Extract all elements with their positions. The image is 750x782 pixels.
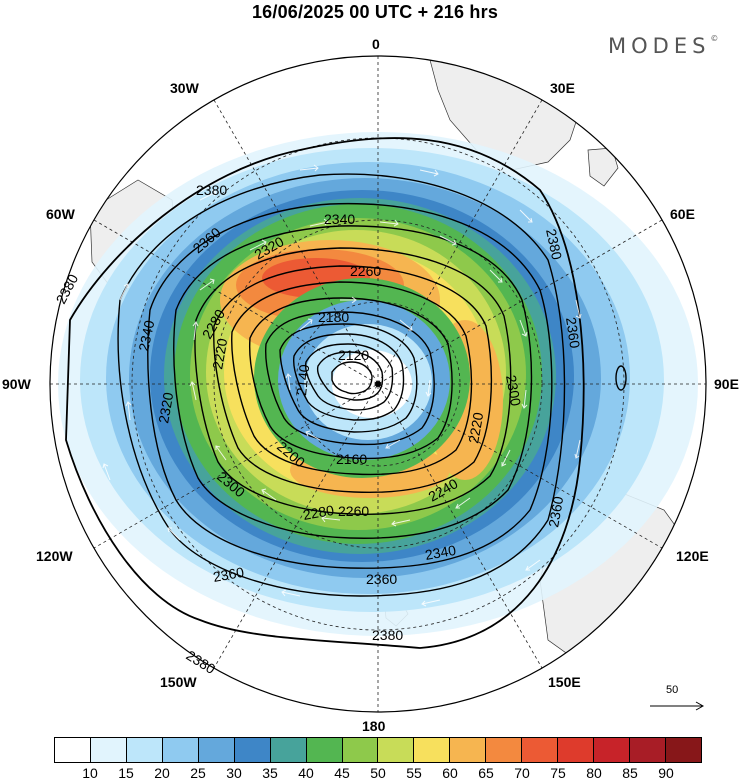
contour-2380 bbox=[65, 137, 585, 649]
contour-label: 2360 bbox=[563, 316, 583, 349]
colorbar-swatch bbox=[522, 738, 559, 762]
contour-label: 2180 bbox=[318, 309, 349, 325]
contour-label: 2380 bbox=[196, 182, 227, 198]
lon-label-90w: 90W bbox=[2, 376, 31, 392]
colorbar-swatch bbox=[90, 738, 127, 762]
brand-mark: © bbox=[710, 34, 719, 43]
height-contours bbox=[65, 137, 627, 649]
colorbar-tick-label: 50 bbox=[370, 765, 386, 781]
polar-map: 2380 2380 2380 2380 2380 2360 2360 2360 … bbox=[49, 55, 707, 713]
contour-label: 2220 bbox=[209, 337, 230, 371]
lon-label-150w: 150W bbox=[160, 674, 197, 690]
colorbar-tick-label: 10 bbox=[82, 765, 98, 781]
lon-label-120e: 120E bbox=[676, 548, 709, 564]
contour-label: 2160 bbox=[336, 451, 367, 467]
colorbar-swatch bbox=[378, 738, 415, 762]
contour-label: 2340 bbox=[135, 319, 157, 353]
lon-label-30w: 30W bbox=[170, 80, 199, 96]
colorbar-tick-label: 65 bbox=[478, 765, 494, 781]
contour-label: 2360 bbox=[545, 495, 566, 529]
colorbar-swatch bbox=[306, 738, 343, 762]
contour-2280 bbox=[213, 265, 493, 494]
lon-label-60e: 60E bbox=[670, 206, 695, 222]
lon-label-30e: 30E bbox=[550, 80, 575, 96]
contour-2140 bbox=[316, 351, 384, 401]
contour-label: 2320 bbox=[155, 391, 176, 425]
colorbar-swatch bbox=[486, 738, 523, 762]
lon-label-90e: 90E bbox=[714, 376, 739, 392]
colorbar-tick-label: 55 bbox=[406, 765, 422, 781]
contour-2340 bbox=[147, 202, 553, 569]
contour-label: 2260 bbox=[338, 503, 369, 519]
colorbar-tick-label: 80 bbox=[586, 765, 602, 781]
lon-label-120w: 120W bbox=[36, 548, 73, 564]
contour-label: 2120 bbox=[338, 347, 369, 363]
contour-small-closed bbox=[615, 365, 627, 391]
lon-label-150e: 150E bbox=[548, 674, 581, 690]
contour-label: 2140 bbox=[293, 363, 312, 396]
colorbar-swatch bbox=[162, 738, 199, 762]
reference-vector: 50 bbox=[650, 684, 710, 714]
reference-vector-arrow bbox=[650, 701, 705, 711]
contour-label: 2340 bbox=[424, 542, 458, 563]
colorbar-swatch bbox=[234, 738, 271, 762]
contour-2120 bbox=[331, 361, 373, 395]
lon-label-0: 0 bbox=[372, 36, 380, 52]
colorbar bbox=[54, 737, 702, 763]
south-pole-marker bbox=[375, 381, 381, 387]
colorbar-labels: 10 15 20 25 30 35 40 45 50 55 60 65 70 75 80 85 90 bbox=[54, 765, 702, 781]
colorbar-swatch bbox=[198, 738, 235, 762]
contour-label: 2380 bbox=[372, 627, 403, 643]
colorbar-tick-label: 70 bbox=[514, 765, 530, 781]
colorbar-tick-label: 15 bbox=[118, 765, 134, 781]
brand-logo: MODES© bbox=[608, 34, 718, 58]
colorbar-swatch bbox=[594, 738, 630, 762]
contour-2320 bbox=[173, 225, 533, 539]
contour-label: 2300 bbox=[503, 374, 524, 408]
colorbar-swatch bbox=[665, 738, 701, 762]
colorbar-tick-label: 35 bbox=[262, 765, 278, 781]
colorbar-swatch bbox=[414, 738, 451, 762]
reference-vector-label: 50 bbox=[666, 684, 679, 696]
contour-2260 bbox=[231, 281, 473, 476]
contour-label: 2280 bbox=[302, 502, 336, 523]
colorbar-tick-label: 30 bbox=[226, 765, 242, 781]
colorbar-tick-label: 90 bbox=[658, 765, 674, 781]
colorbar-swatch bbox=[126, 738, 163, 762]
lon-label-60w: 60W bbox=[46, 206, 75, 222]
colorbar-tick-label: 40 bbox=[298, 765, 314, 781]
contour-label: 2360 bbox=[366, 571, 397, 587]
colorbar-tick-label: 60 bbox=[442, 765, 458, 781]
colorbar-tick-label: 20 bbox=[154, 765, 170, 781]
colorbar-swatch bbox=[558, 738, 595, 762]
contour-2220 bbox=[264, 311, 435, 446]
wind-vectors bbox=[102, 164, 582, 607]
contour-label: 2260 bbox=[350, 263, 381, 279]
colorbar-tick-label: 75 bbox=[550, 765, 566, 781]
colorbar-swatch bbox=[450, 738, 487, 762]
contour-2240 bbox=[248, 297, 453, 460]
contour-label: 2340 bbox=[324, 211, 355, 227]
lon-label-180: 180 bbox=[362, 718, 386, 734]
map-boundary bbox=[49, 55, 707, 713]
colorbar-tick-label: 85 bbox=[622, 765, 638, 781]
colorbar-tick-label: 25 bbox=[190, 765, 206, 781]
contour-2160 bbox=[304, 343, 394, 411]
brand-name: MODES bbox=[608, 34, 711, 58]
colorbar-swatch bbox=[342, 738, 379, 762]
colorbar-swatch bbox=[270, 738, 307, 762]
contour-2200 bbox=[279, 323, 418, 433]
contour-2300 bbox=[194, 247, 512, 515]
contour-label: 2360 bbox=[212, 564, 246, 585]
colorbar-swatch bbox=[55, 738, 91, 762]
contour-label: 2220 bbox=[465, 411, 486, 445]
colorbar-swatch bbox=[630, 738, 666, 762]
chart-title: 16/06/2025 00 UTC + 216 hrs bbox=[251, 2, 499, 22]
contour-label: 2380 bbox=[543, 227, 565, 261]
contour-2180 bbox=[293, 333, 405, 421]
colorbar-tick-label: 45 bbox=[334, 765, 350, 781]
